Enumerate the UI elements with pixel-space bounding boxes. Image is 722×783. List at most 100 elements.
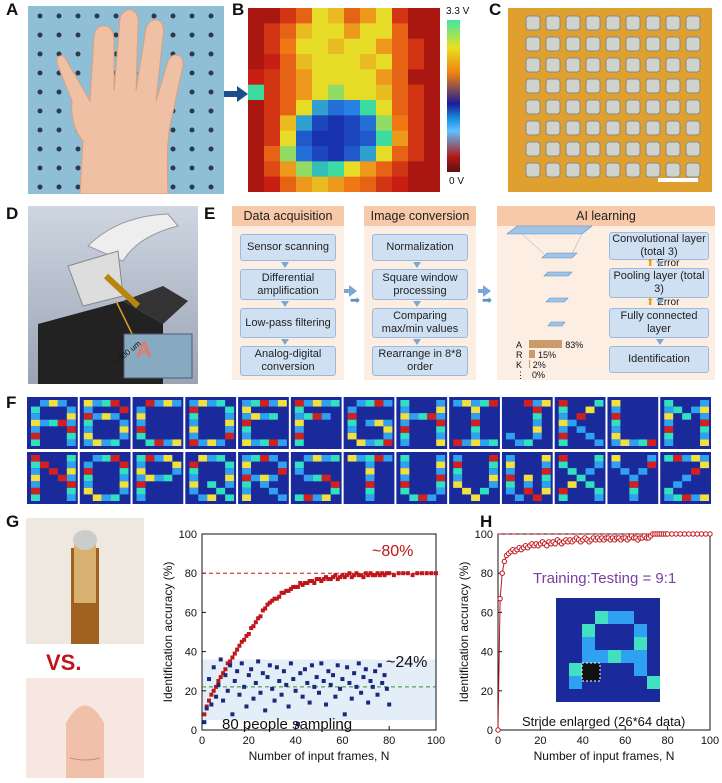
data-point [207, 677, 212, 682]
data-point [246, 631, 251, 636]
data-point [209, 702, 214, 707]
panel-label-b: B [232, 0, 245, 19]
data-point [340, 573, 345, 578]
flow-header-3: AI learning [497, 206, 715, 226]
data-point [295, 584, 300, 589]
data-point [235, 669, 240, 674]
letter-d [185, 397, 237, 449]
data-point [260, 608, 265, 613]
letter-o [79, 452, 131, 504]
data-point [274, 665, 279, 670]
data-point [288, 586, 293, 591]
data-point [380, 680, 385, 685]
data-point [302, 581, 307, 585]
data-point [298, 671, 303, 676]
data-point [232, 651, 237, 656]
data-point [368, 679, 373, 683]
step-normalization: Normalization [372, 234, 468, 261]
chart-h: 0 20 40 60 80 100 0 20 40 60 80 100 Number of input … [448, 510, 720, 778]
data-point [382, 673, 387, 678]
finger-sensor-photo [26, 518, 144, 644]
plot-frame [201, 533, 437, 731]
x-tick-label: 60 [619, 735, 631, 747]
data-point [677, 531, 684, 537]
data-point [221, 698, 226, 703]
data-point [370, 573, 375, 578]
data-point [239, 639, 244, 644]
data-point [272, 698, 277, 703]
data-point [309, 579, 314, 584]
data-point [331, 575, 336, 580]
data-point [363, 571, 368, 576]
x-tick-label: 0 [199, 735, 205, 747]
data-point [218, 675, 223, 680]
y-tick-label: 100 [179, 529, 197, 541]
error-text-2: Error [657, 297, 680, 308]
data-point [375, 571, 380, 576]
step-rearrange: Rearrange in 8*8 order [372, 346, 468, 376]
prob-key: R [516, 350, 523, 360]
step-comparing: Comparing max/min values [372, 308, 468, 338]
y-tick-label: 40 [185, 647, 197, 659]
prob-row: K 2% [516, 360, 606, 370]
letter-w [501, 452, 553, 504]
data-point [295, 722, 300, 727]
data-point [223, 673, 228, 678]
error-label-1: ⬆ Error [646, 258, 680, 269]
human-finger-photo [26, 678, 144, 778]
glyph-a: A [136, 337, 152, 362]
data-point [270, 686, 275, 691]
data-point [681, 531, 688, 537]
data-point [342, 712, 347, 717]
data-point [401, 571, 406, 576]
data-point [221, 671, 226, 676]
data-point [429, 571, 434, 576]
letter-u [396, 452, 448, 504]
data-point [356, 573, 361, 578]
data-point [230, 655, 235, 660]
letter-j [501, 397, 553, 449]
data-point [501, 558, 508, 565]
data-point [249, 667, 254, 672]
data-point [415, 571, 420, 576]
data-point [347, 680, 352, 685]
data-point [326, 669, 331, 674]
data-point [253, 680, 258, 685]
data-point [216, 682, 221, 687]
data-point [258, 614, 263, 619]
training-label: Training:Testing = 9:1 [533, 570, 677, 587]
data-point [345, 665, 350, 670]
data-point [242, 684, 247, 689]
data-point [202, 712, 207, 717]
data-point [366, 700, 371, 705]
colorbar-max: 3.3 V [446, 6, 470, 17]
data-point [291, 584, 296, 589]
colorbar-min: 0 V [449, 176, 465, 187]
arrow-icon-1: ➡ [350, 293, 361, 307]
letter-z [660, 452, 711, 504]
data-point [434, 571, 438, 576]
step-differential-amplification: Differential amplification [240, 269, 336, 300]
letter-e [238, 397, 289, 449]
letter-f [290, 397, 342, 449]
prob-key: A [516, 340, 523, 350]
data-point [258, 690, 263, 695]
data-point [207, 698, 212, 703]
data-point [352, 573, 357, 578]
data-point [354, 571, 359, 576]
data-point [377, 573, 382, 578]
arrow-right-icon [224, 86, 248, 107]
data-point [228, 663, 233, 668]
prob-value: 2% [532, 360, 546, 370]
data-point [497, 595, 503, 602]
data-point [340, 677, 345, 682]
y-tick-label: 0 [487, 725, 493, 737]
robot-hand-photo [28, 206, 198, 384]
prob-bar [529, 360, 530, 368]
data-point [305, 581, 310, 585]
data-point [366, 573, 371, 578]
data-point [309, 663, 314, 668]
data-point [673, 531, 679, 537]
prob-key: K [516, 360, 523, 370]
data-point [324, 702, 329, 707]
